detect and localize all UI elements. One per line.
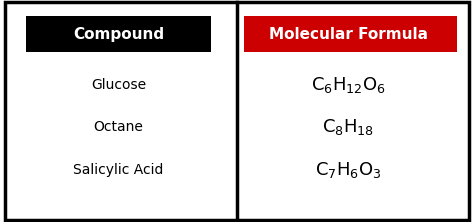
FancyBboxPatch shape	[5, 2, 469, 220]
Text: Glucose: Glucose	[91, 78, 146, 93]
Text: Salicylic Acid: Salicylic Acid	[73, 163, 164, 177]
Text: Compound: Compound	[73, 27, 164, 42]
FancyBboxPatch shape	[244, 16, 457, 52]
Text: Molecular Formula: Molecular Formula	[269, 27, 428, 42]
Text: Octane: Octane	[93, 119, 144, 134]
Text: $\mathregular{C_6H_{12}O_6}$: $\mathregular{C_6H_{12}O_6}$	[311, 75, 386, 95]
Text: $\mathregular{C_7H_6O_3}$: $\mathregular{C_7H_6O_3}$	[315, 160, 382, 180]
Text: $\mathregular{C_8H_{18}}$: $\mathregular{C_8H_{18}}$	[322, 117, 374, 137]
FancyBboxPatch shape	[26, 16, 211, 52]
